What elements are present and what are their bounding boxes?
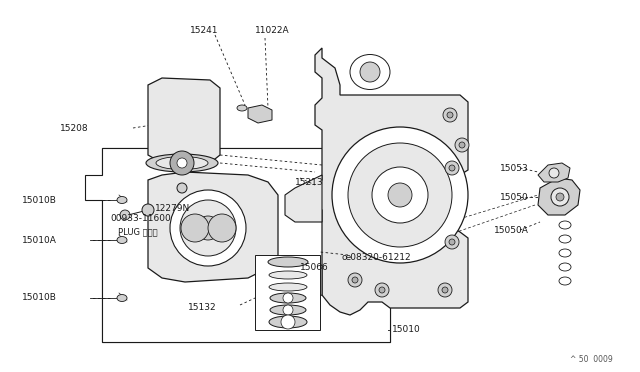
Polygon shape bbox=[315, 48, 468, 315]
Ellipse shape bbox=[269, 316, 307, 328]
Ellipse shape bbox=[156, 157, 208, 170]
Circle shape bbox=[375, 283, 389, 297]
Text: 15010B: 15010B bbox=[22, 294, 57, 302]
Polygon shape bbox=[538, 178, 580, 215]
Circle shape bbox=[442, 287, 448, 293]
Text: 15241: 15241 bbox=[190, 26, 218, 35]
Circle shape bbox=[177, 158, 187, 168]
Circle shape bbox=[281, 315, 295, 329]
Bar bbox=[102, 148, 390, 342]
Ellipse shape bbox=[146, 154, 218, 172]
Polygon shape bbox=[148, 78, 220, 163]
Circle shape bbox=[372, 167, 428, 223]
Circle shape bbox=[438, 283, 452, 297]
Circle shape bbox=[332, 127, 468, 263]
Circle shape bbox=[177, 183, 187, 193]
Circle shape bbox=[283, 305, 293, 315]
Bar bbox=[255, 255, 320, 330]
Circle shape bbox=[388, 183, 412, 207]
Circle shape bbox=[170, 151, 194, 175]
Circle shape bbox=[196, 216, 220, 240]
Ellipse shape bbox=[117, 196, 127, 203]
Circle shape bbox=[445, 161, 459, 175]
Ellipse shape bbox=[268, 257, 308, 267]
Circle shape bbox=[180, 200, 236, 256]
Circle shape bbox=[352, 277, 358, 283]
Text: 15066: 15066 bbox=[300, 263, 329, 273]
Polygon shape bbox=[85, 148, 390, 342]
Text: 15050A: 15050A bbox=[494, 225, 529, 234]
Text: 11022A: 11022A bbox=[255, 26, 290, 35]
Text: œ08320-61212: œ08320-61212 bbox=[342, 253, 412, 263]
Circle shape bbox=[549, 168, 559, 178]
Polygon shape bbox=[148, 172, 278, 282]
Circle shape bbox=[120, 210, 130, 220]
Text: 15010: 15010 bbox=[392, 326, 420, 334]
Polygon shape bbox=[248, 105, 272, 123]
Circle shape bbox=[447, 112, 453, 118]
Circle shape bbox=[379, 287, 385, 293]
Polygon shape bbox=[538, 163, 570, 182]
Ellipse shape bbox=[269, 283, 307, 291]
Circle shape bbox=[449, 165, 455, 171]
Text: 15132: 15132 bbox=[188, 304, 216, 312]
Circle shape bbox=[556, 193, 564, 201]
Circle shape bbox=[445, 235, 459, 249]
Circle shape bbox=[449, 239, 455, 245]
Circle shape bbox=[360, 62, 380, 82]
Text: PLUG プラグ: PLUG プラグ bbox=[118, 228, 157, 237]
Polygon shape bbox=[285, 265, 322, 302]
Text: 15208: 15208 bbox=[60, 124, 88, 132]
Circle shape bbox=[208, 214, 236, 242]
Ellipse shape bbox=[269, 271, 307, 279]
Text: 15010A: 15010A bbox=[22, 235, 57, 244]
Circle shape bbox=[459, 142, 465, 148]
Ellipse shape bbox=[117, 295, 127, 301]
Ellipse shape bbox=[270, 305, 306, 315]
Circle shape bbox=[455, 138, 469, 152]
Text: 15010B: 15010B bbox=[22, 196, 57, 205]
Circle shape bbox=[181, 214, 209, 242]
Circle shape bbox=[551, 188, 569, 206]
Circle shape bbox=[283, 293, 293, 303]
Circle shape bbox=[348, 143, 452, 247]
Text: 12279N: 12279N bbox=[155, 203, 190, 212]
Text: ^ 50  0009: ^ 50 0009 bbox=[570, 356, 612, 365]
Circle shape bbox=[348, 273, 362, 287]
Polygon shape bbox=[285, 175, 322, 222]
Ellipse shape bbox=[117, 237, 127, 244]
Circle shape bbox=[443, 108, 457, 122]
Text: 15050: 15050 bbox=[500, 192, 529, 202]
Circle shape bbox=[170, 190, 246, 266]
Circle shape bbox=[142, 204, 154, 216]
Text: 15213: 15213 bbox=[295, 177, 324, 186]
Ellipse shape bbox=[270, 293, 306, 303]
Ellipse shape bbox=[237, 105, 247, 111]
Text: 00933-11600: 00933-11600 bbox=[110, 214, 171, 222]
Text: 15053: 15053 bbox=[500, 164, 529, 173]
